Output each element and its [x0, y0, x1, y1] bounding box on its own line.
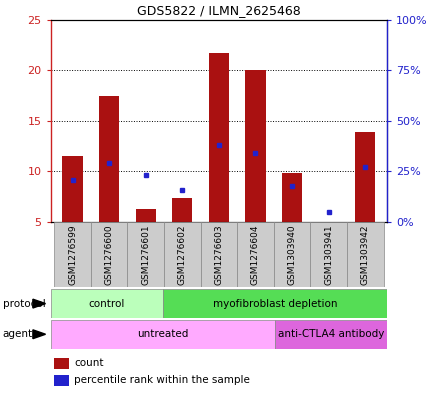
Bar	[310, 222, 347, 287]
Bar	[164, 222, 201, 287]
Bar	[54, 375, 69, 386]
Bar	[51, 320, 275, 349]
Bar	[163, 289, 387, 318]
Text: GSM1276599: GSM1276599	[68, 224, 77, 285]
Text: count: count	[74, 358, 104, 368]
Polygon shape	[33, 330, 46, 339]
Title: GDS5822 / ILMN_2625468: GDS5822 / ILMN_2625468	[137, 4, 301, 17]
Polygon shape	[33, 299, 46, 308]
Bar	[237, 222, 274, 287]
Text: control: control	[88, 299, 125, 309]
Bar	[172, 198, 192, 222]
Text: GSM1303942: GSM1303942	[361, 224, 370, 285]
Bar	[201, 222, 237, 287]
Text: GSM1276604: GSM1276604	[251, 224, 260, 285]
Text: GSM1276603: GSM1276603	[214, 224, 224, 285]
Bar	[274, 222, 310, 287]
Text: GSM1303941: GSM1303941	[324, 224, 333, 285]
Bar	[54, 358, 69, 369]
Text: anti-CTLA4 antibody: anti-CTLA4 antibody	[278, 329, 384, 339]
Text: agent: agent	[3, 329, 33, 339]
Bar	[275, 320, 387, 349]
Bar	[355, 132, 375, 222]
Text: GSM1276602: GSM1276602	[178, 224, 187, 285]
Text: percentile rank within the sample: percentile rank within the sample	[74, 375, 250, 385]
Bar	[246, 70, 266, 222]
Text: protocol: protocol	[3, 299, 45, 309]
Bar	[54, 222, 91, 287]
Bar	[347, 222, 384, 287]
Text: myofibroblast depletion: myofibroblast depletion	[213, 299, 337, 309]
Text: GSM1276601: GSM1276601	[141, 224, 150, 285]
Text: GSM1303940: GSM1303940	[288, 224, 297, 285]
Bar	[136, 209, 156, 222]
Bar	[99, 95, 119, 222]
Text: untreated: untreated	[137, 329, 188, 339]
Bar	[51, 289, 163, 318]
Bar	[62, 156, 83, 222]
Bar	[128, 222, 164, 287]
Bar	[91, 222, 128, 287]
Text: GSM1276600: GSM1276600	[105, 224, 114, 285]
Bar	[282, 173, 302, 222]
Bar	[209, 53, 229, 222]
